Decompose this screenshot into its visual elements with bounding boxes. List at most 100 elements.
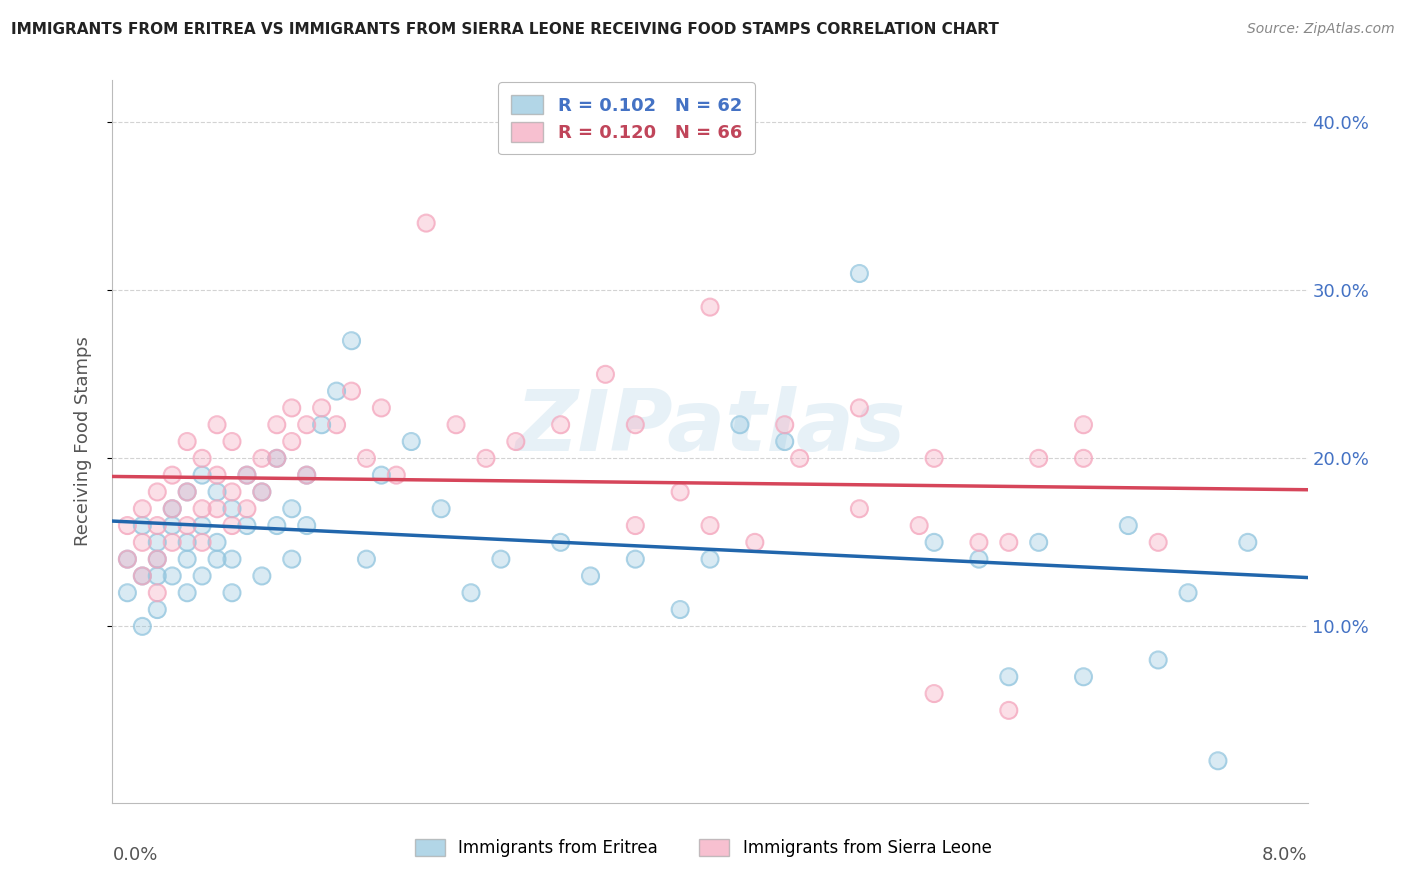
Point (176, 434, 198, 449)
Point (236, 518, 259, 533)
Point (1028, 451, 1050, 466)
Point (460, 586, 482, 600)
Point (191, 518, 214, 533)
Point (205, 501, 228, 516)
Point (385, 468, 408, 483)
Point (176, 485, 198, 500)
Point (250, 485, 273, 500)
Point (250, 485, 273, 500)
Point (967, 535, 990, 549)
Text: 0.0%: 0.0% (112, 847, 157, 864)
Point (191, 451, 214, 466)
Point (266, 451, 288, 466)
Point (205, 485, 228, 500)
Point (908, 518, 931, 533)
Text: Source: ZipAtlas.com: Source: ZipAtlas.com (1247, 22, 1395, 37)
Point (176, 485, 198, 500)
Point (998, 535, 1021, 549)
Point (117, 552, 139, 566)
Point (922, 535, 945, 549)
Point (699, 518, 721, 533)
Point (1147, 653, 1170, 667)
Point (162, 535, 183, 549)
Point (922, 687, 945, 701)
Point (117, 518, 139, 533)
Point (444, 417, 467, 432)
Point (205, 417, 228, 432)
Text: 8.0%: 8.0% (1263, 847, 1308, 864)
Point (117, 552, 139, 566)
Point (176, 434, 198, 449)
Point (162, 518, 183, 533)
Point (1073, 670, 1095, 684)
Point (295, 468, 318, 483)
Point (191, 501, 214, 516)
Point (162, 501, 183, 516)
Point (266, 451, 288, 466)
Point (205, 552, 228, 566)
Text: ZIPatlas: ZIPatlas (515, 385, 905, 468)
Point (250, 569, 273, 583)
Point (281, 401, 304, 415)
Point (281, 501, 304, 516)
Point (1028, 535, 1050, 549)
Point (848, 401, 870, 415)
Point (176, 518, 198, 533)
Point (385, 468, 408, 483)
Point (311, 401, 333, 415)
Point (325, 417, 347, 432)
Point (475, 451, 498, 466)
Point (236, 468, 259, 483)
Point (236, 501, 259, 516)
Point (176, 485, 198, 500)
Point (250, 451, 273, 466)
Point (1206, 754, 1229, 768)
Point (728, 417, 751, 432)
Point (356, 451, 378, 466)
Point (176, 518, 198, 533)
Point (236, 468, 259, 483)
Point (624, 518, 647, 533)
Point (131, 619, 153, 633)
Point (967, 552, 990, 566)
Point (1073, 417, 1095, 432)
Point (131, 569, 153, 583)
Point (789, 451, 811, 466)
Point (311, 417, 333, 432)
Point (295, 518, 318, 533)
Point (250, 569, 273, 583)
Point (162, 501, 183, 516)
Point (266, 451, 288, 466)
Point (325, 384, 347, 398)
Point (1073, 670, 1095, 684)
Point (281, 552, 304, 566)
Point (281, 501, 304, 516)
Point (236, 501, 259, 516)
Point (624, 552, 647, 566)
Point (266, 417, 288, 432)
Point (624, 417, 647, 432)
Point (699, 300, 721, 314)
Point (998, 670, 1021, 684)
Point (967, 535, 990, 549)
Point (146, 602, 169, 616)
Point (773, 417, 796, 432)
Point (176, 552, 198, 566)
Point (162, 501, 183, 516)
Point (131, 501, 153, 516)
Point (998, 703, 1021, 717)
Point (236, 468, 259, 483)
Point (176, 535, 198, 549)
Point (295, 417, 318, 432)
Point (1118, 518, 1140, 533)
Point (295, 468, 318, 483)
Point (669, 485, 692, 500)
Point (146, 485, 169, 500)
Point (295, 468, 318, 483)
Point (624, 552, 647, 566)
Point (191, 518, 214, 533)
Point (789, 451, 811, 466)
Point (967, 552, 990, 566)
Point (176, 485, 198, 500)
Point (1073, 451, 1095, 466)
